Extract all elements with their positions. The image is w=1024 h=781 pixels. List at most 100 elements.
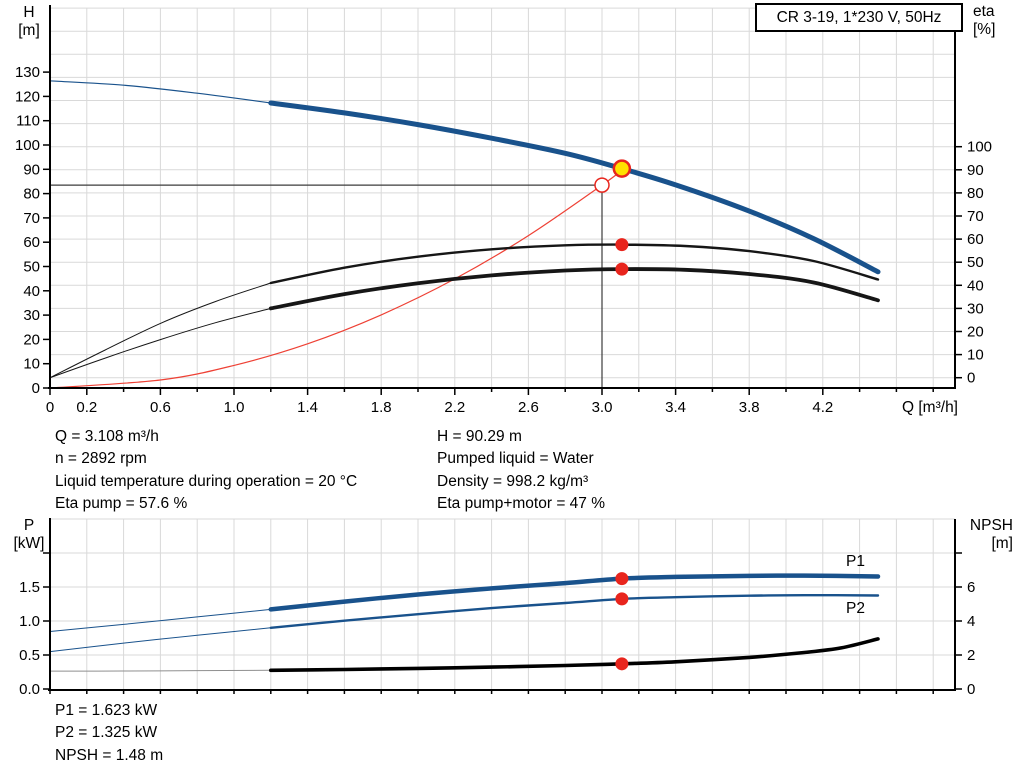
y-left-tick-label: 110 <box>16 113 40 130</box>
marker-eta-pump-point <box>615 238 629 252</box>
y-left-tick-label: 90 <box>23 161 40 178</box>
duty-info-right: H = 90.29 m Pumped liquid = Water Densit… <box>437 426 605 516</box>
y-right-tick-label: 70 <box>967 208 984 225</box>
p1-curve-label: P1 <box>846 553 865 570</box>
y-left-tick-label: 0.5 <box>19 647 40 664</box>
y-left-tick-label: 1.5 <box>19 579 40 596</box>
duty-info-temperature: Liquid temperature during operation = 20… <box>55 472 358 490</box>
y-left-tick-label: 50 <box>23 259 40 276</box>
duty-info-liquid: Pumped liquid = Water <box>437 450 594 468</box>
x-tick-label: 2.6 <box>518 399 539 416</box>
eta-axis-title: eta [%] <box>973 3 1017 39</box>
marker-requested-duty-point <box>594 177 610 193</box>
series-eta-pump <box>269 243 880 285</box>
marker-eta-pump-motor-point <box>615 262 629 276</box>
y-right-tick-label: 100 <box>967 139 992 156</box>
marker-p2-point <box>615 592 629 606</box>
series-pump-curve-low-range <box>49 80 272 104</box>
y-left-tick-label: 0.0 <box>19 681 40 698</box>
head-axis-title-line1: H <box>23 4 35 21</box>
x-tick-label: 1.8 <box>371 399 392 416</box>
marker-npsh-point <box>615 657 629 671</box>
qh-ticks <box>43 71 962 395</box>
head-axis-title-line2: [m] <box>18 22 40 39</box>
head-axis-title: H [m] <box>14 4 44 40</box>
qh-tick-labels: 0 10 20 30 40 50 60 70 80 90 100 110 120 130 0 10 20 30 40… <box>15 64 992 416</box>
duty-info-density: Density = 998.2 kg/m³ <box>437 472 589 490</box>
series-eta-pump-motor <box>268 267 880 311</box>
series-p2-low-range <box>49 627 272 653</box>
y-left-tick-label: 1.0 <box>19 613 40 630</box>
pump-model-title-box: CR 3-19, 1*230 V, 50Hz <box>755 3 963 32</box>
x-tick-label: 2.2 <box>444 399 465 416</box>
series-eta-pump-low-range <box>49 282 272 379</box>
x-tick-label: 1.4 <box>297 399 318 416</box>
series-p1 <box>268 573 881 612</box>
y-right-tick-label: 50 <box>967 254 984 271</box>
flow-axis-title: Q [m³/h] <box>902 399 958 416</box>
eta-axis-title-line1: eta <box>973 3 995 20</box>
power-tick-labels: 0.0 0.5 1.0 1.5 0 2 4 6 <box>19 579 975 698</box>
marker-p1-point <box>615 572 629 586</box>
y-right-tick-label: 10 <box>967 347 984 364</box>
y-left-tick-label: 30 <box>23 307 40 324</box>
qh-axes <box>48 5 956 389</box>
series-p2 <box>269 593 880 629</box>
y-left-tick-label: 80 <box>23 186 40 203</box>
y-right-tick-label: 0 <box>967 370 975 387</box>
p2-curve-label: P2 <box>846 600 865 617</box>
duty-info-q: Q = 3.108 m³/h <box>55 428 159 445</box>
y-left-tick-label: 20 <box>23 331 40 348</box>
duty-info-head: H = 90.29 m <box>437 428 522 445</box>
pump-model-title: CR 3-19, 1*230 V, 50Hz <box>776 9 942 26</box>
power-axis-title-line1: P <box>23 517 35 534</box>
y-left-tick-label: 100 <box>15 137 40 154</box>
y-left-tick-label: 60 <box>23 234 40 251</box>
y-right-tick-label: 60 <box>967 231 984 248</box>
duty-info-eta-pump: Eta pump = 57.6 % <box>55 495 188 513</box>
eta-axis-title-line2: [%] <box>973 21 996 38</box>
y-right-tick-label: 80 <box>967 185 984 202</box>
power-axis-title: P [kW] <box>12 517 46 553</box>
qh-gridlines <box>50 7 955 388</box>
power-gridlines <box>50 518 955 690</box>
duty-info-left: Q = 3.108 m³/h n = 2892 rpm Liquid tempe… <box>55 426 357 516</box>
y-right-tick-label: 0 <box>967 681 975 698</box>
x-tick-label: 1.0 <box>224 399 245 416</box>
marker-duty-point <box>612 159 632 178</box>
y-right-tick-label: 2 <box>967 647 975 664</box>
series-eta-pump-motor-low-range <box>49 307 272 379</box>
power-axes <box>48 518 956 691</box>
duty-info-eta-total: Eta pump+motor = 47 % <box>437 495 606 513</box>
y-left-tick-label: 120 <box>15 88 40 105</box>
qh-chart: 0 10 20 30 40 50 60 70 80 90 100 110 120 130 0 10 20 30 40… <box>15 5 992 416</box>
power-chart: 0.0 0.5 1.0 1.5 0 2 4 6 <box>19 518 975 698</box>
series-npsh-low-range <box>49 669 272 672</box>
x-tick-label: 3.0 <box>592 399 613 416</box>
power-ticks <box>43 552 962 694</box>
result-info-p1: P1 = 1.623 kW <box>55 702 158 719</box>
x-tick-label: 0.6 <box>150 399 171 416</box>
series-p1-low-range <box>49 608 272 632</box>
y-right-tick-label: 6 <box>967 579 975 596</box>
x-tick-label: 3.4 <box>665 399 686 416</box>
series-system-curve <box>49 169 623 389</box>
npsh-axis-title-line2: [m] <box>991 535 1013 552</box>
y-left-tick-label: 0 <box>32 380 40 397</box>
y-left-tick-label: 40 <box>23 283 40 300</box>
y-right-tick-label: 20 <box>967 324 984 341</box>
npsh-axis-title-line1: NPSH <box>969 517 1013 534</box>
x-tick-label: 0.2 <box>76 399 97 416</box>
result-info-npsh: NPSH = 1.48 m <box>55 746 164 764</box>
npsh-axis-title: NPSH [m] <box>963 517 1013 553</box>
duty-info-speed: n = 2892 rpm <box>55 450 147 468</box>
y-left-tick-label: 10 <box>23 356 40 373</box>
result-info: P1 = 1.623 kW P2 = 1.325 kW NPSH = 1.48 … <box>55 700 163 767</box>
series-pump-curve <box>268 100 881 275</box>
power-axis-title-line2: [kW] <box>13 535 45 552</box>
x-tick-label: 4.2 <box>812 399 833 416</box>
y-right-tick-label: 30 <box>967 300 984 317</box>
y-left-tick-label: 70 <box>23 210 40 227</box>
